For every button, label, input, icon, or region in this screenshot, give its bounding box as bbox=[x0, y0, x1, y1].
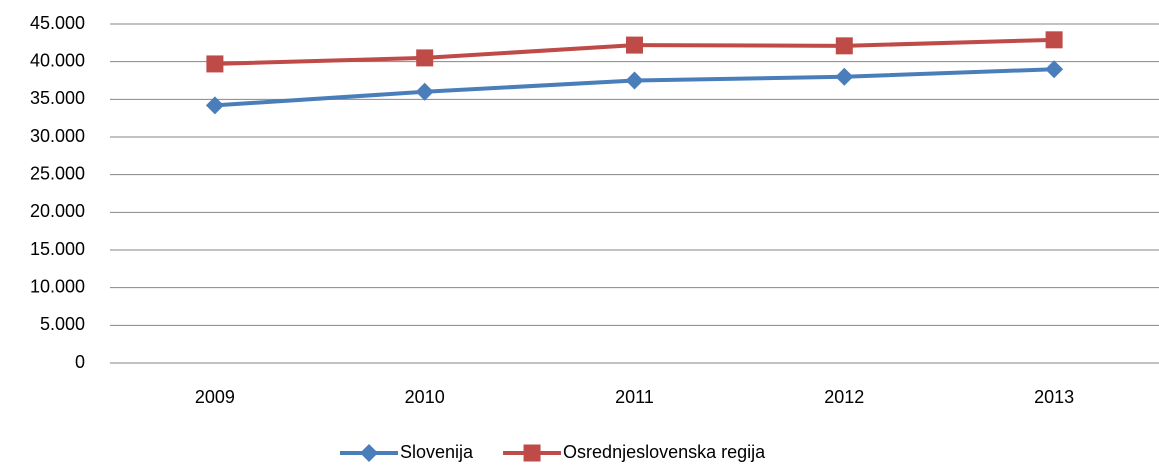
y-tick-label: 0 bbox=[75, 352, 85, 372]
y-tick-label: 35.000 bbox=[30, 88, 85, 108]
point-marker bbox=[415, 82, 434, 101]
x-tick-label: 2011 bbox=[615, 387, 654, 407]
y-tick-label: 5.000 bbox=[40, 314, 85, 334]
point-marker bbox=[205, 96, 224, 115]
point-marker bbox=[416, 49, 434, 67]
point-marker bbox=[835, 67, 854, 86]
point-marker bbox=[360, 444, 378, 462]
y-tick-label: 20.000 bbox=[30, 201, 85, 221]
x-tick-label: 2010 bbox=[405, 387, 445, 407]
y-tick-label: 25.000 bbox=[30, 163, 85, 183]
y-tick-label: 45.000 bbox=[30, 13, 85, 33]
y-tick-label: 10.000 bbox=[30, 276, 85, 296]
x-tick-label: 2012 bbox=[824, 387, 864, 407]
point-marker bbox=[835, 37, 853, 55]
x-tick-label: 2009 bbox=[195, 387, 235, 407]
point-marker bbox=[626, 36, 643, 54]
y-tick-label: 40.000 bbox=[30, 50, 85, 70]
point-marker bbox=[523, 444, 541, 462]
point-marker bbox=[1045, 31, 1063, 49]
y-tick-label: 30.000 bbox=[30, 126, 85, 146]
point-marker bbox=[206, 55, 224, 73]
legend-label: Slovenija bbox=[400, 442, 474, 462]
point-marker bbox=[1045, 60, 1064, 79]
legend: Slovenija Osrednjeslovenska regija bbox=[340, 442, 766, 462]
y-tick-label: 15.000 bbox=[30, 239, 85, 259]
x-tick-label: 2013 bbox=[1034, 387, 1074, 407]
point-marker bbox=[625, 71, 644, 90]
legend-label: Osrednjeslovenska regija bbox=[563, 442, 766, 462]
